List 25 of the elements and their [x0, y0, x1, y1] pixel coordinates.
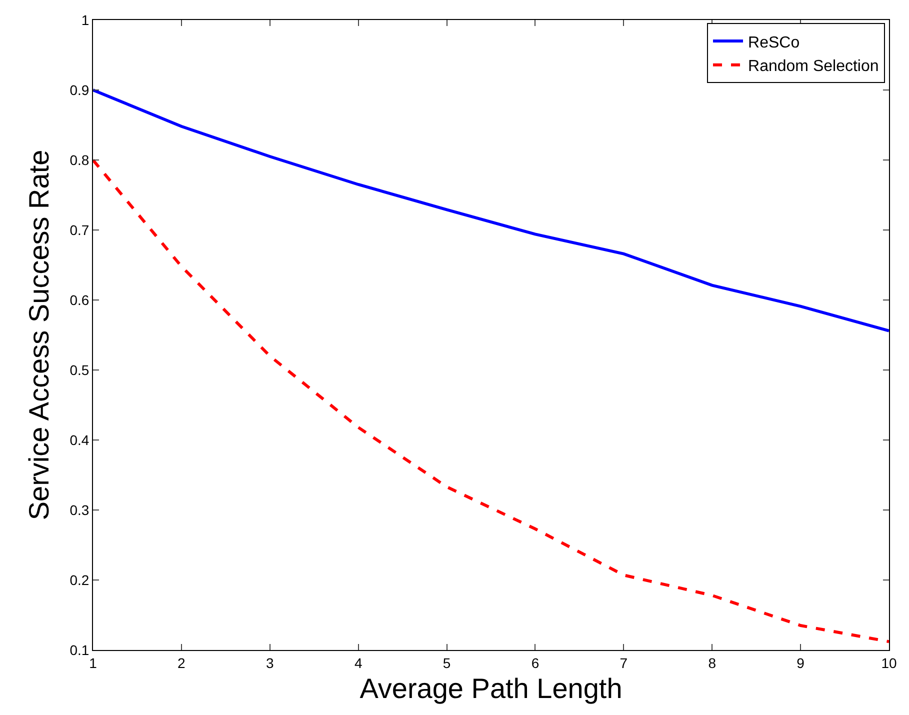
y-tick-label: 1 — [81, 12, 90, 28]
line-series — [93, 158, 889, 644]
y-tick-label: 0.4 — [70, 432, 90, 448]
x-tick-label: 6 — [531, 654, 540, 671]
y-tick-label: 0.6 — [70, 292, 90, 308]
y-tick-label: 0.8 — [70, 152, 90, 168]
legend-label: Random Selection — [748, 58, 879, 76]
y-tick-label: 0.5 — [70, 362, 90, 378]
y-tick-label: 0.7 — [70, 222, 90, 238]
line-series — [93, 88, 889, 332]
y-tick-label: 0.3 — [70, 502, 90, 518]
x-tick-label: 4 — [354, 654, 362, 671]
y-axis-title: Service Access Success Rate — [23, 150, 54, 520]
x-tick-label: 9 — [796, 654, 805, 671]
x-tick-label: 8 — [708, 654, 716, 671]
y-tick-label: 0.2 — [70, 572, 90, 588]
x-axis-title: Average Path Length — [360, 672, 622, 704]
x-tick-label: 5 — [442, 654, 451, 671]
legend-label: ReSCo — [748, 34, 800, 52]
y-tick-label: 0.9 — [70, 82, 90, 98]
x-tick-label: 3 — [266, 654, 274, 671]
x-tick-label: 2 — [178, 654, 186, 671]
y-tick-label: 0.1 — [70, 642, 90, 658]
x-tick-label: 10 — [881, 654, 897, 671]
x-tick-label: 7 — [620, 654, 628, 671]
